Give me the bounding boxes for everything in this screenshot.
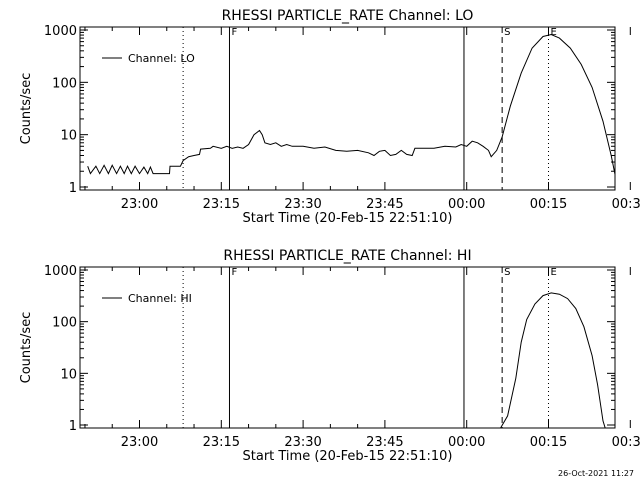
y-tick-label-lo: 100 [52,76,77,91]
plot-timestamp: 26-Oct-2021 11:27 [558,469,634,478]
y-tick-label-hi: 10 [60,367,77,382]
data-series-line-hi [499,292,606,428]
x-tick-label-hi: 00:00 [448,435,485,450]
event-marker-label-hi: S [504,267,510,278]
plot-frame-lo [79,26,616,191]
y-tick-label-lo: 10 [60,129,77,144]
plot-frame-hi [79,266,616,429]
x-axis-label-lo: Start Time (20-Feb-15 22:51:10) [243,211,453,226]
y-tick-label-hi: 100 [52,316,77,331]
y-tick-label-hi: 1 [69,419,77,434]
y-axis-label-lo: Counts/sec [19,73,34,145]
y-axis-label-hi: Counts/sec [19,312,34,384]
data-series-line-lo [87,33,615,177]
x-tick-label-lo: 23:45 [366,197,403,212]
chart-panel-lo: RHESSI PARTICLE_RATE Channel: LO 1 10 100 10… [19,8,640,226]
chart-title-lo: RHESSI PARTICLE_RATE Channel: LO [222,8,474,24]
x-tick-label-lo: 00:00 [448,197,485,212]
x-axis-label-hi: Start Time (20-Feb-15 22:51:10) [243,449,453,464]
chart-title-hi: RHESSI PARTICLE_RATE Channel: HI [223,248,471,264]
legend-label-lo: Channel: LO [128,52,195,65]
event-marker-label-lo: E [551,27,557,38]
x-tick-label-hi: 23:00 [121,435,158,450]
y-tick-label-lo: 1 [69,181,77,196]
x-tick-label-hi: 23:15 [203,435,240,450]
event-marker-label-lo: F [231,27,237,38]
event-marker-label-hi: F [231,267,237,278]
event-marker-label-hi: E [551,267,557,278]
legend-label-hi: Channel: HI [128,292,192,305]
chart-panel-hi: RHESSI PARTICLE_RATE Channel: HI 1 10 100 10… [19,248,640,464]
x-tick-label-hi: 00:15 [530,435,567,450]
x-tick-label-lo: 00:30 [612,197,640,212]
x-tick-label-lo: 00:15 [530,197,567,212]
x-tick-label-hi: 00:30 [612,435,640,450]
y-tick-label-lo: 1000 [44,24,77,39]
event-marker-label-lo: S [504,27,510,38]
x-tick-label-hi: 23:30 [284,435,321,450]
x-tick-label-hi: 23:45 [366,435,403,450]
x-tick-label-lo: 23:00 [121,197,158,212]
x-tick-label-lo: 23:15 [203,197,240,212]
y-tick-label-hi: 1000 [44,264,77,279]
x-tick-label-lo: 23:30 [284,197,321,212]
